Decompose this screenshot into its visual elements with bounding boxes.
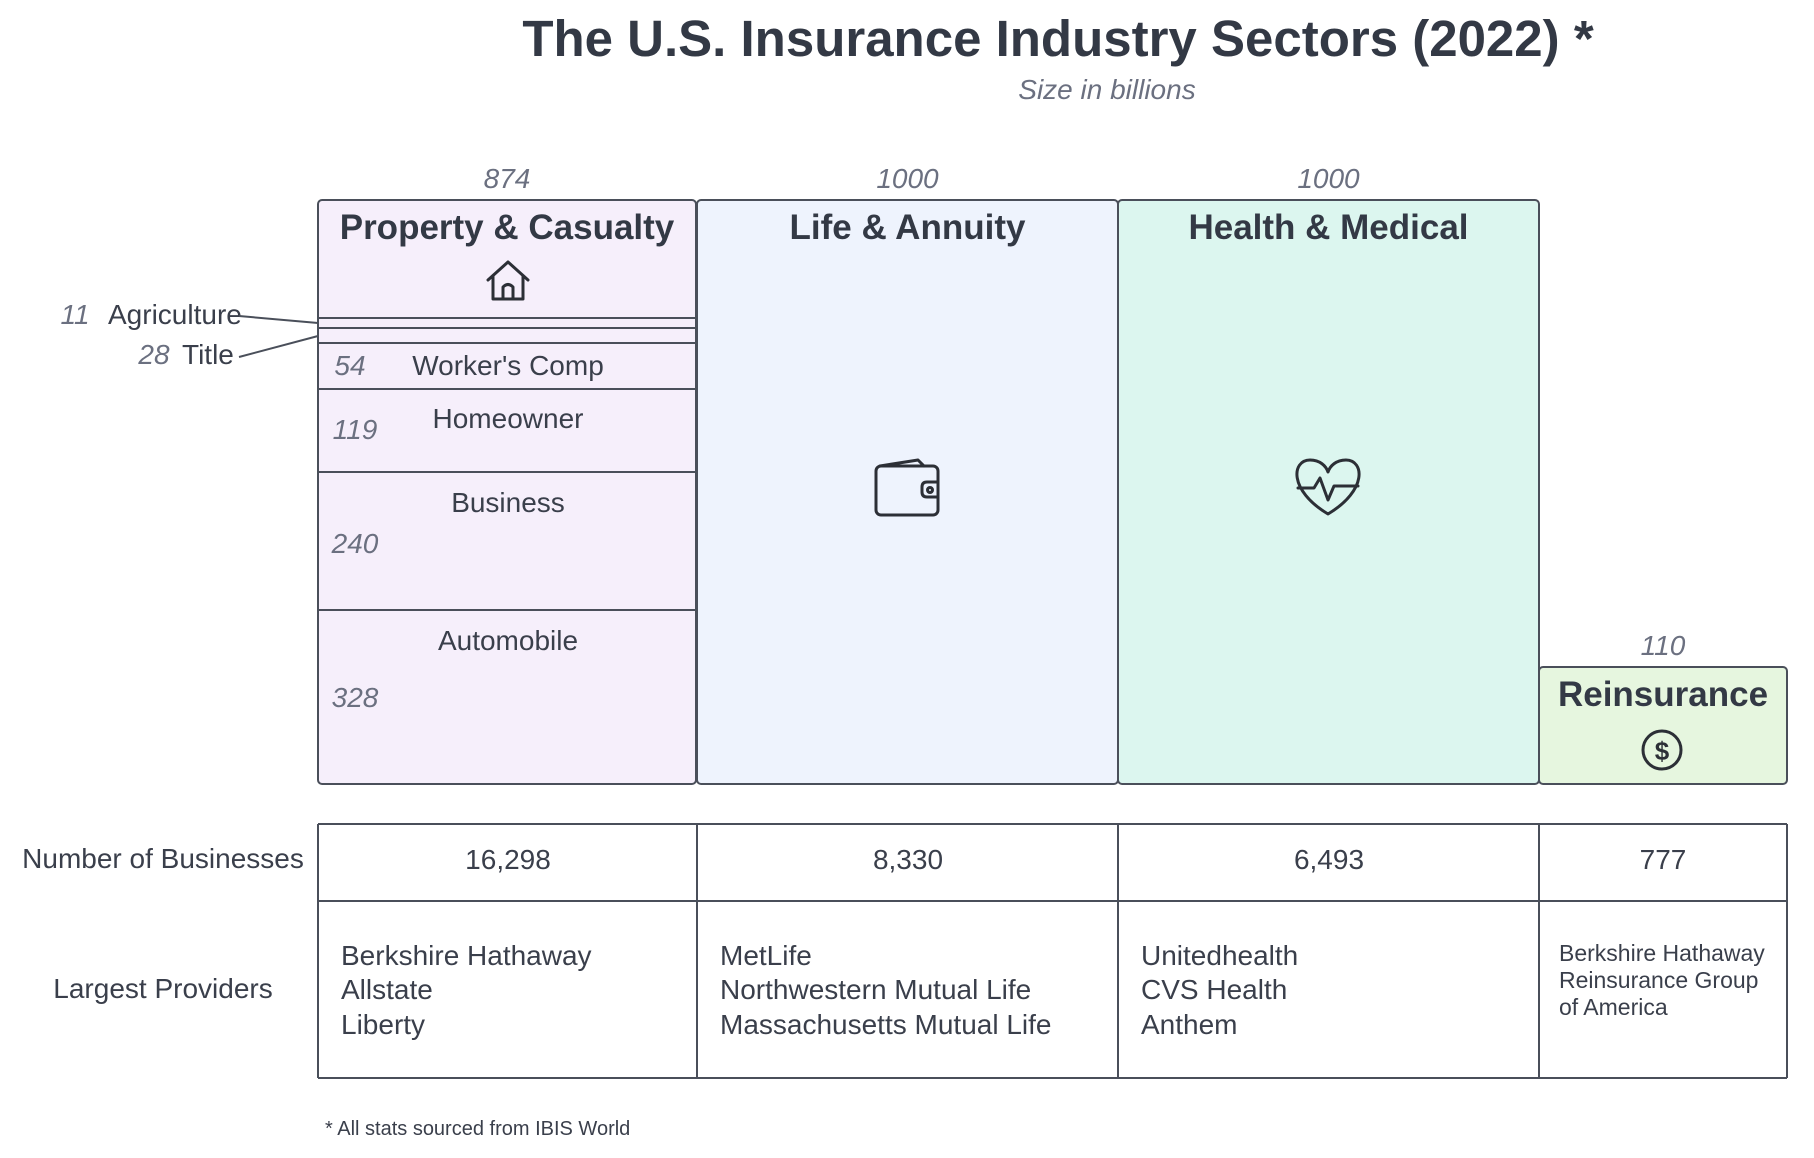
provider-pc-1: Berkshire Hathaway	[341, 940, 592, 971]
sector-bar-reinsurance	[1538, 666, 1788, 785]
sector-bar-health-medical	[1117, 199, 1540, 785]
sub-value-title: 28	[137, 339, 170, 370]
provider-pc-3: Liberty	[341, 1009, 425, 1040]
sector-size-property-casualty: 874	[484, 163, 531, 194]
sector-name-health-medical: Health & Medical	[1188, 208, 1468, 247]
provider-reinsurance-1: Berkshire Hathaway	[1559, 940, 1765, 966]
sector-name-life-annuity: Life & Annuity	[790, 208, 1026, 247]
provider-health-3: Anthem	[1141, 1009, 1238, 1040]
chart-subtitle: Size in billions	[1018, 74, 1195, 105]
provider-reinsurance-3: of America	[1559, 994, 1668, 1020]
sub-value-homeowner: 119	[333, 414, 378, 445]
sub-value-workers-comp: 54	[334, 350, 365, 381]
businesses-count-life: 8,330	[873, 844, 943, 875]
sector-name-property-casualty: Property & Casualty	[340, 208, 675, 247]
provider-health-2: CVS Health	[1141, 974, 1287, 1005]
svg-text:$: $	[1655, 736, 1670, 766]
sector-size-health-medical: 1000	[1297, 163, 1360, 194]
sector-name-reinsurance: Reinsurance	[1558, 675, 1768, 714]
heart-pulse-icon	[1295, 458, 1361, 516]
sub-value-business: 240	[331, 528, 379, 559]
businesses-count-pc: 16,298	[465, 844, 551, 875]
pc-subsectors: 11 Agriculture 28 Title 54 Worker's Comp…	[60, 299, 696, 713]
sub-label-agriculture: Agriculture	[108, 299, 242, 330]
sub-value-automobile: 328	[332, 682, 379, 713]
sector-size-life-annuity: 1000	[876, 163, 939, 194]
row-label-providers: Largest Providers	[53, 973, 272, 1004]
wallet-icon	[874, 458, 940, 517]
agriculture-leader-line	[238, 315, 319, 324]
businesses-count-reinsurance: 777	[1640, 844, 1687, 875]
dollar-circle-icon: $	[1641, 729, 1683, 771]
sub-label-workers-comp: Worker's Comp	[412, 350, 604, 381]
row-label-businesses: Number of Businesses	[22, 843, 304, 874]
stats-table: Number of Businesses Largest Providers 1…	[22, 823, 1788, 1079]
sub-value-agriculture: 11	[60, 299, 89, 330]
sector-columns: 874 Property & Casualty 1000 Life & Annuity…	[317, 163, 1788, 785]
sub-label-title: Title	[182, 339, 234, 370]
provider-pc-2: Allstate	[341, 974, 433, 1005]
sector-bar-life-annuity	[696, 199, 1119, 785]
provider-life-1: MetLife	[720, 940, 812, 971]
sector-size-reinsurance: 110	[1641, 630, 1686, 661]
businesses-count-health: 6,493	[1294, 844, 1364, 875]
sub-label-automobile: Automobile	[438, 625, 578, 656]
provider-health-1: Unitedhealth	[1141, 940, 1298, 971]
provider-life-2: Northwestern Mutual Life	[720, 974, 1031, 1005]
house-icon	[486, 260, 530, 301]
sub-label-homeowner: Homeowner	[433, 403, 584, 434]
provider-life-3: Massachusetts Mutual Life	[720, 1009, 1052, 1040]
footnote: * All stats sourced from IBIS World	[325, 1118, 630, 1140]
sub-label-business: Business	[451, 487, 565, 518]
provider-reinsurance-2: Reinsurance Group	[1559, 967, 1758, 993]
title-leader-line	[238, 335, 319, 358]
chart-title: The U.S. Insurance Industry Sectors (202…	[522, 10, 1594, 67]
